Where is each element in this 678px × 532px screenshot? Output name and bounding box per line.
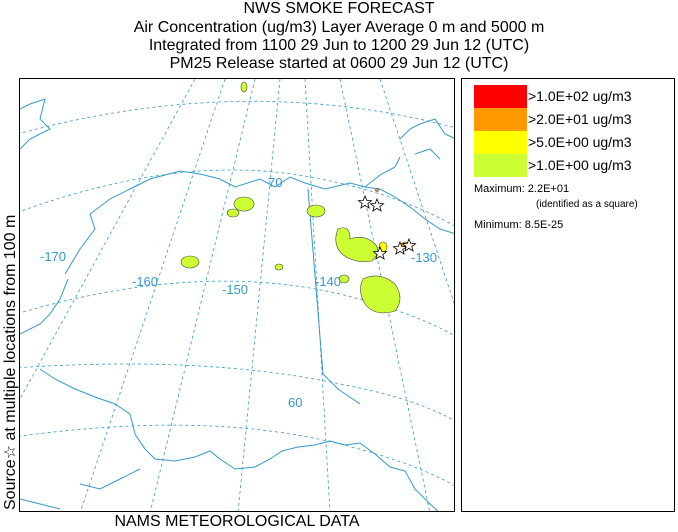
lon-label: -160 [132,274,158,289]
smoke-patch [338,274,350,284]
minimum-value: Minimum: 8.5E-25 [474,219,564,231]
lat-line-65 [20,280,454,336]
lat-label: 70 [268,175,282,190]
smoke-patch [274,263,284,271]
legend-panel: >1.0E+02 ug/m3 >2.0E+01 ug/m3 >5.0E+00 u… [461,78,675,512]
lon-line-150 [237,79,281,511]
legend-swatch-orange [474,108,527,131]
source-star [372,245,388,260]
lat-line-55 [20,424,454,486]
lon-line-170 [80,79,226,511]
lon-line-180 [20,79,196,400]
canada-arctic-coast [364,186,454,234]
lon-label: -170 [40,249,66,264]
lat-line-70 [20,169,454,227]
smoke-plumes [180,81,412,314]
lon-line-140 [304,79,331,511]
forecast-title: NWS SMOKE FORECAST [243,0,435,17]
legend-label: >1.0E+02 ug/m3 [528,88,632,104]
source-star [401,237,417,252]
smoke-patch-large [360,275,401,314]
legend-swatch-lightgreen [474,154,527,177]
lat-line-60a [20,363,454,421]
aleutian-chain [20,468,141,510]
lon-line-120 [379,79,454,305]
longitude-lines [20,79,454,511]
maximum-value: Maximum: 2.2E+01 [474,183,570,195]
legend-label: >5.0E+00 ug/m3 [528,134,632,150]
lat-line-75 [20,100,454,134]
legend-swatch-red [474,85,527,108]
lon-label: -150 [222,282,248,297]
islands-north [399,118,454,160]
meteorological-data-label: NAMS METEOROLOGICAL DATA [114,513,360,530]
source-star [357,194,373,209]
lon-line-130 [339,79,430,511]
coordinate-labels: 70 -170 -160 -150 -140 -130 60 [40,175,437,410]
lat-label: 60 [288,395,302,410]
source-star [392,240,408,255]
smoke-patch-high [375,188,379,192]
source-side-label: Source☆ at multiple locations from 100 m [2,214,19,510]
integration-period: Integrated from 1100 29 Jun to 1200 29 J… [148,37,530,54]
russia-coast [20,98,51,150]
legend-swatch-yellow [474,131,527,154]
smoke-map[interactable]: 70 -170 -160 -150 -140 -130 60 [19,78,455,512]
smoke-patch [240,81,248,93]
maximum-note: (identified as a square) [536,199,638,210]
legend-label: >2.0E+01 ug/m3 [528,111,632,127]
lon-line-160 [150,79,256,511]
source-star [369,197,385,212]
smoke-patch [180,255,200,269]
smoke-patch [306,204,326,218]
lon-label: -130 [411,250,437,265]
lon-label: -140 [315,274,341,289]
smoke-patch [233,196,255,212]
canada-boundary [307,188,361,405]
legend-label: >1.0E+00 ug/m3 [528,157,632,173]
source-side-label-container: Source☆ at multiple locations from 100 m [0,0,19,532]
concentration-description: Air Concentration (ug/m3) Layer Average … [133,19,545,36]
map-canvas: 70 -170 -160 -150 -140 -130 60 [20,79,454,511]
coastlines [20,98,454,511]
release-info: PM25 Release started at 0600 29 Jun 12 (… [169,55,509,72]
source-markers [357,194,417,260]
latitude-lines [20,100,454,486]
alaska-coast [20,156,439,511]
smoke-patch [226,208,240,218]
